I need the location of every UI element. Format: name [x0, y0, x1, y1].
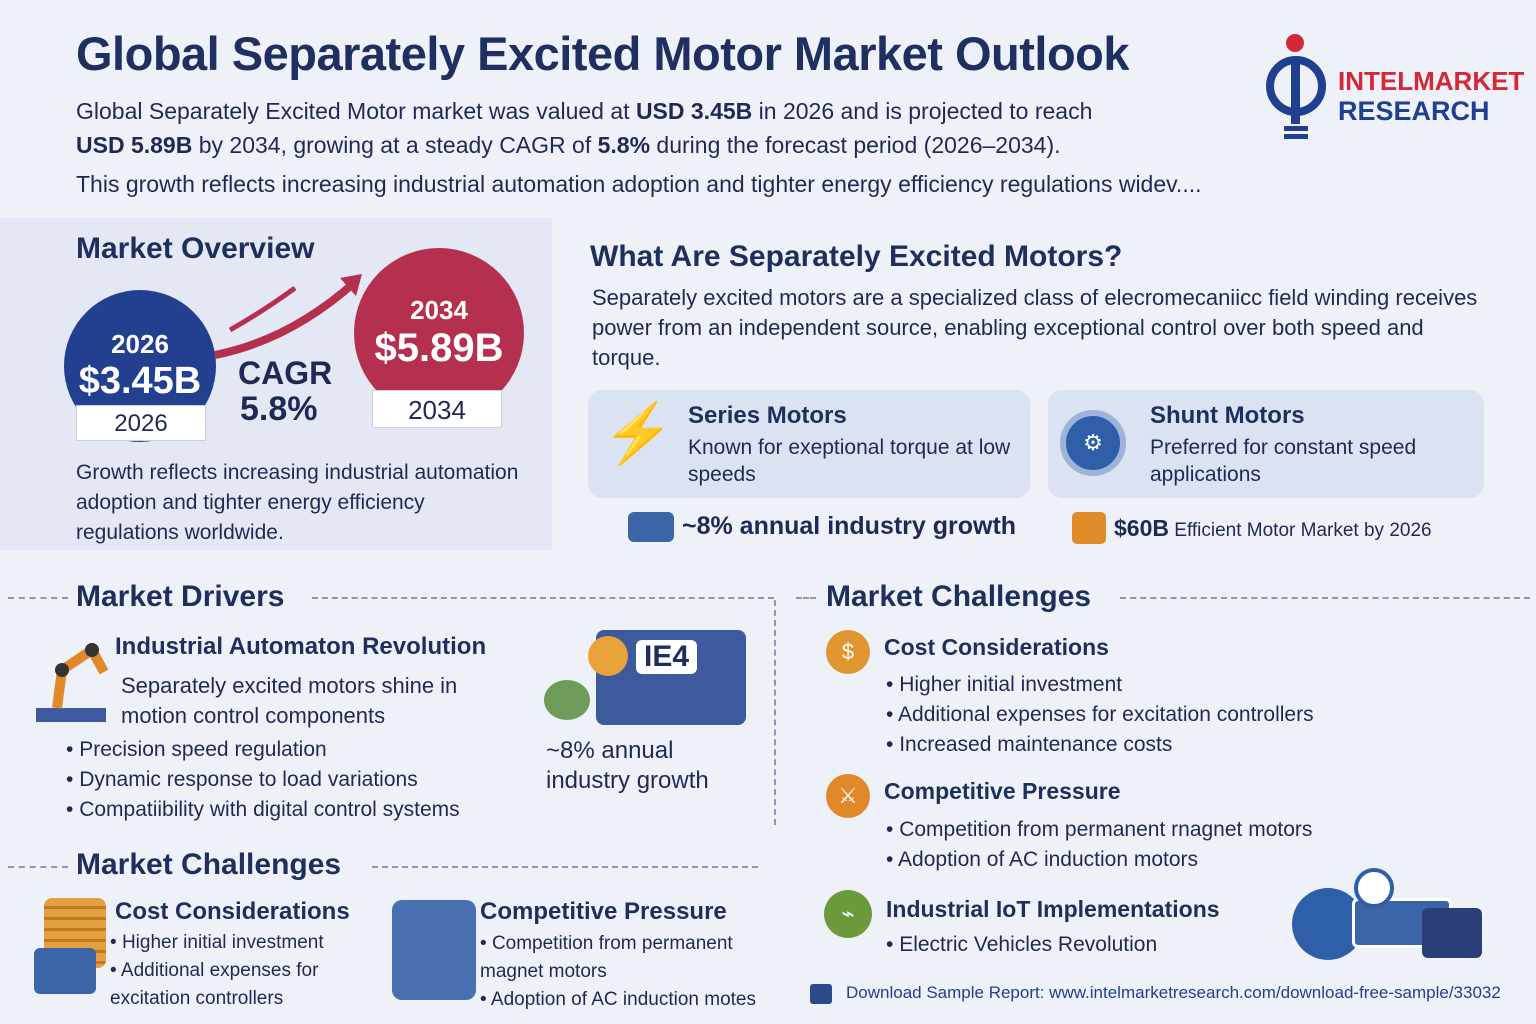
intro-line-1: Global Separately Excited Motor market w… [76, 98, 1093, 124]
series-motors-title: Series Motors [688, 402, 847, 429]
divider [312, 597, 774, 599]
intro-line-2: USD 5.89B by 2034, growing at a steady C… [76, 132, 1061, 158]
list-item: Adoption of AC induction motes [480, 986, 775, 1014]
right-competitive-title: Competitive Pressure [884, 778, 1121, 804]
list-item: Dynamic response to load variations [66, 765, 460, 795]
download-link[interactable]: Download Sample Report: www.intelmarketr… [846, 983, 1501, 1002]
list-item: Compatiibility with digital control syst… [66, 795, 459, 825]
ie4-label: IE4 [636, 640, 698, 674]
left-competitive-bullets: Competition from permanent magnet motors… [480, 930, 775, 1014]
right-iot-title: Industrial IoT Implementations [886, 896, 1220, 922]
iot-icon: ⌁ [824, 890, 872, 938]
logo-icon [1262, 34, 1332, 144]
robot-arm-icon [32, 630, 112, 725]
growth-arrow-icon [210, 270, 370, 360]
shunt-motors-desc: Preferred for constant speed application… [1150, 436, 1417, 486]
driver-growth: ~8% annual industry growth [546, 737, 709, 794]
left-cost-bullets: Higher initial investment Additional exp… [110, 929, 380, 1013]
driver-subtitle: Industrial Automaton Revolution [115, 633, 487, 660]
list-item: Additional expenses for excitation contr… [110, 957, 380, 1013]
what-title: What Are Separately Excited Motors? [590, 240, 1123, 273]
competition-icon: ⚔ [826, 774, 870, 818]
end-tag: 2034 [372, 390, 502, 428]
cagr-label: CAGR [238, 355, 333, 391]
truck-icon [628, 512, 674, 542]
end-value: $5.89B [374, 326, 504, 370]
start-value: $3.45B [78, 360, 202, 402]
what-description: Separately excited motors are a speciali… [592, 285, 1478, 370]
logo-text-2: RESEARCH [1338, 96, 1490, 126]
drivers-title: Market Drivers [76, 580, 285, 613]
start-year: 2026 [111, 329, 169, 359]
divider [372, 866, 758, 868]
divider [8, 866, 68, 868]
list-item: Higher initial investment [110, 929, 380, 957]
overview-note: Growth reflects increasing industrial au… [76, 461, 519, 544]
series-motors-card: ⚡ Series Motors Known for exeptional tor… [588, 390, 1030, 498]
shunt-motors-card: ⚙ Shunt Motors Preferred for constant sp… [1048, 390, 1484, 498]
end-year: 2034 [410, 295, 468, 325]
motor-icon [34, 948, 96, 994]
ie4-motor-icon: IE4 [588, 630, 746, 725]
right-competitive-bullets: Competition from permanent rnagnet motor… [886, 815, 1312, 875]
left-competitive-title: Competitive Pressure [480, 898, 727, 925]
series-motors-desc: Known for exeptional torque at low speed… [688, 436, 1011, 486]
driver-bullets: Precision speed regulation Dynamic respo… [66, 735, 460, 825]
list-item: Competition from permanent rnagnet motor… [886, 815, 1312, 845]
list-item: Electric Vehicles Revolution [886, 930, 1157, 960]
end-value-circle: 2034 $5.89B [354, 248, 524, 418]
right-cost-title: Cost Considerations [884, 634, 1109, 660]
coins-icon [544, 680, 590, 720]
list-item: Adoption of AC induction motors [886, 845, 1312, 875]
shunt-motors-title: Shunt Motors [1150, 402, 1305, 429]
divider [774, 600, 776, 825]
cagr-value: 5.8% [240, 390, 318, 428]
list-item: Additional expenses for excitation contr… [886, 700, 1314, 730]
stat-industry-growth: ~8% annual industry growth [682, 512, 1017, 540]
motor-icon [392, 900, 476, 1000]
cost-icon: $ [826, 630, 870, 674]
divider [1120, 597, 1530, 599]
challenges-right-title: Market Challenges [826, 580, 1092, 613]
intro-line-3: This growth reflects increasing industri… [76, 171, 1202, 197]
driver-description: Separately excited motors shine in motio… [121, 673, 458, 728]
download-icon [810, 984, 832, 1004]
stat-efficient-market: $60B Efficient Motor Market by 2026 [1114, 515, 1432, 541]
list-item: Increased maintenance costs [886, 730, 1314, 760]
challenges-left-title: Market Challenges [76, 848, 342, 881]
overview-title: Market Overview [76, 232, 315, 265]
list-item: Precision speed regulation [66, 735, 460, 765]
motor-icon: ⚙ [1060, 410, 1126, 476]
globe-cart-icon [1292, 868, 1512, 968]
divider [796, 597, 816, 599]
page-title: Global Separately Excited Motor Market O… [76, 27, 1130, 80]
left-cost-title: Cost Considerations [115, 898, 350, 925]
divider [8, 597, 68, 599]
start-tag: 2026 [76, 405, 206, 441]
logo-text-1: INTELMARKET [1338, 66, 1525, 96]
right-cost-bullets: Higher initial investment Additional exp… [886, 670, 1314, 760]
list-item: Higher initial investment [886, 670, 1314, 700]
logo: INTELMARKET RESEARCH [1262, 34, 1532, 144]
right-iot-bullets: Electric Vehicles Revolution [886, 930, 1157, 960]
list-item: Competition from permanent magnet motors [480, 930, 775, 986]
money-icon [1072, 512, 1106, 544]
lightning-icon: ⚡ [602, 401, 675, 466]
